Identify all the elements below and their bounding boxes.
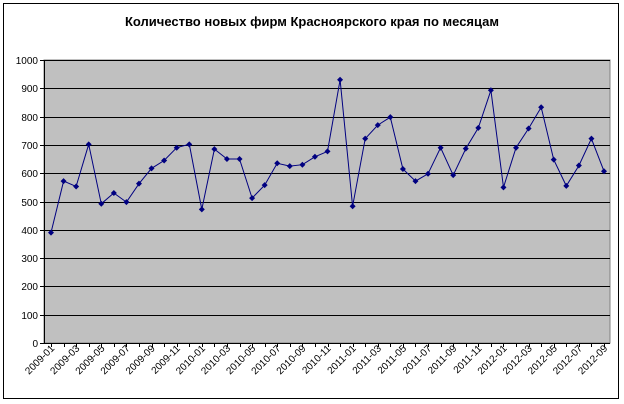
data-point xyxy=(450,172,457,179)
data-point xyxy=(462,145,469,152)
data-point xyxy=(525,125,532,132)
data-point xyxy=(399,165,406,172)
data-point xyxy=(311,153,318,160)
data-point xyxy=(513,144,520,151)
y-tick-label: 900 xyxy=(21,84,38,95)
data-point xyxy=(550,156,557,163)
data-point xyxy=(387,114,394,121)
plot-area xyxy=(43,59,611,344)
data-point xyxy=(186,141,193,148)
data-point xyxy=(337,76,344,83)
data-point xyxy=(374,122,381,129)
data-point xyxy=(249,195,256,202)
data-point xyxy=(425,170,432,177)
data-point xyxy=(588,135,595,142)
data-point xyxy=(85,141,92,148)
data-point xyxy=(601,168,607,175)
data-point xyxy=(500,184,507,191)
data-point xyxy=(349,203,356,210)
data-point xyxy=(324,148,331,155)
data-point xyxy=(123,199,130,206)
data-point xyxy=(98,200,105,207)
data-point xyxy=(362,135,369,142)
data-point xyxy=(563,182,570,189)
y-tick-label: 1000 xyxy=(16,56,39,67)
data-point xyxy=(73,183,80,190)
data-point xyxy=(48,229,54,236)
y-tick-label: 0 xyxy=(32,339,38,350)
y-tick-label: 100 xyxy=(21,311,38,322)
y-tick-label: 500 xyxy=(21,198,38,209)
data-point xyxy=(161,157,168,164)
data-point xyxy=(475,124,482,131)
data-point xyxy=(487,87,494,94)
data-point xyxy=(173,144,180,151)
data-point xyxy=(412,178,419,185)
data-point xyxy=(575,162,582,169)
data-point xyxy=(223,156,230,163)
y-tick-label: 200 xyxy=(21,282,38,293)
data-point xyxy=(60,178,67,185)
data-point xyxy=(437,144,444,151)
data-point xyxy=(261,182,268,189)
y-tick-label: 600 xyxy=(21,169,38,180)
data-point xyxy=(198,206,205,213)
data-point xyxy=(538,104,545,111)
y-tick-label: 700 xyxy=(21,141,38,152)
data-point xyxy=(299,161,306,168)
data-point xyxy=(148,165,155,172)
data-point xyxy=(286,163,293,170)
chart-title: Количество новых фирм Красноярского края… xyxy=(124,14,500,29)
data-point xyxy=(211,146,218,153)
y-tick-label: 300 xyxy=(21,254,38,265)
y-tick-label: 400 xyxy=(21,226,38,237)
data-point xyxy=(135,180,142,187)
y-tick-label: 800 xyxy=(21,113,38,124)
data-point xyxy=(110,190,117,197)
data-point xyxy=(236,156,243,163)
data-point xyxy=(274,160,281,167)
